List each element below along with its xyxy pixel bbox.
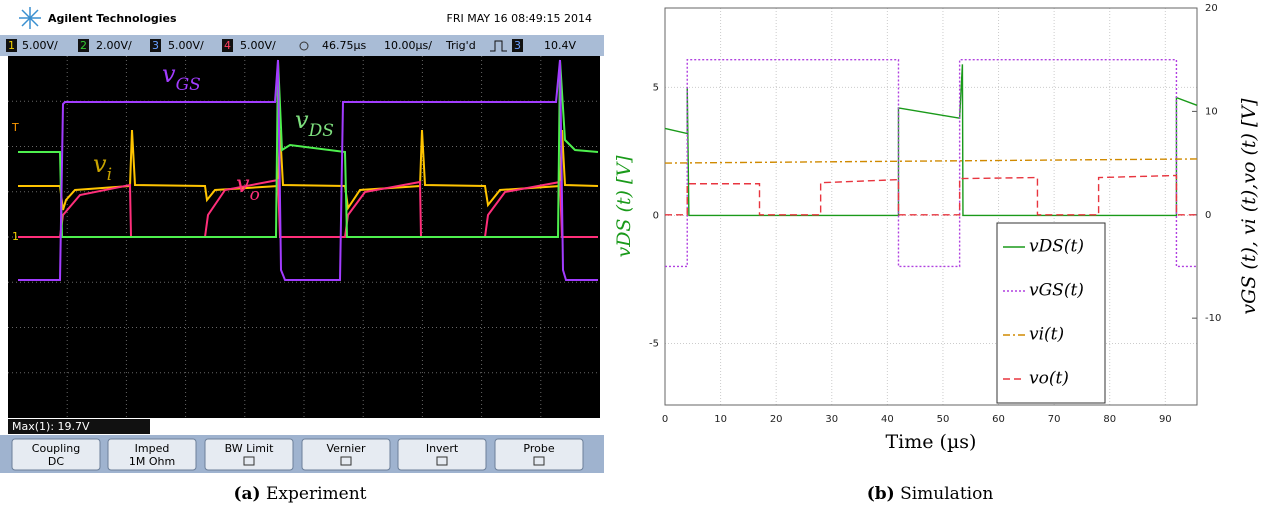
trigger-channel: 3 — [514, 39, 521, 52]
delay: 46.75µs — [322, 39, 366, 52]
page: Agilent Technologies FRI MAY 16 08:49:15… — [0, 0, 1275, 516]
trigger-level: 10.4V — [544, 39, 576, 52]
measurement: Max(1): 19.7V — [12, 420, 90, 433]
timestamp: FRI MAY 16 08:49:15 2014 — [447, 12, 592, 25]
label-main: v — [162, 60, 176, 88]
ground-marker: 1 — [12, 230, 19, 243]
softkey-value: DC — [48, 455, 64, 468]
trigger: Trig'd — [445, 39, 476, 52]
y2-tick-label: 10 — [1205, 106, 1218, 117]
ch-scale: 5.00V/ — [240, 39, 276, 52]
label-sub: DS — [308, 121, 334, 141]
label-sub: i — [107, 165, 112, 185]
x-tick-label: 90 — [1159, 414, 1172, 425]
caption-text: Simulation — [900, 484, 993, 504]
ch-number: 2 — [80, 39, 87, 52]
caption: (a) Experiment — [234, 484, 367, 504]
x-tick-label: 40 — [881, 414, 894, 425]
caption-tag: (a) — [234, 484, 261, 504]
caption-text: Experiment — [266, 484, 367, 504]
x-tick-label: 0 — [662, 414, 668, 425]
softkey-label: BW Limit — [225, 442, 274, 455]
ch-number: 1 — [8, 39, 15, 52]
softkey-value: 1M Ohm — [129, 455, 175, 468]
legend-label: vGS(t) — [1029, 281, 1084, 301]
caption-tag: (b) — [867, 484, 895, 504]
label-main: v — [295, 106, 309, 134]
legend-label: vDS(t) — [1029, 237, 1084, 257]
x-axis-label: Time (µs) — [886, 431, 977, 453]
figure: Agilent Technologies FRI MAY 16 08:49:15… — [0, 0, 1275, 516]
legend-label: vi(t) — [1029, 325, 1064, 345]
softkey-label: Probe — [523, 442, 554, 455]
legend-label: vo(t) — [1029, 369, 1069, 389]
y2-tick-label: 20 — [1205, 3, 1218, 14]
plot-area — [665, 8, 1197, 405]
label-main: v — [236, 170, 250, 198]
label-main: v — [93, 150, 107, 178]
x-tick-label: 10 — [714, 414, 727, 425]
caption: (b) Simulation — [867, 484, 994, 504]
y2-tick-label: -10 — [1205, 313, 1221, 324]
softkey-label: Imped — [135, 442, 170, 455]
x-tick-label: 60 — [992, 414, 1005, 425]
y2-tick-label: 0 — [1205, 210, 1211, 221]
y-tick-label: 5 — [653, 82, 659, 93]
brand: Agilent Technologies — [48, 12, 177, 25]
softkey-label: Coupling — [32, 442, 80, 455]
ch-number: 3 — [152, 39, 159, 52]
timebase: 10.00µs/ — [384, 39, 432, 52]
simulation-chart: 0 10 20 30 40 50 60 70 80 90 -5 0 5 -10 0 10 20 Time (µs)… — [613, 3, 1260, 453]
x-tick-label: 80 — [1103, 414, 1116, 425]
label-sub: GS — [176, 75, 201, 95]
trigger-marker: T — [11, 121, 19, 134]
oscilloscope: Agilent Technologies FRI MAY 16 08:49:15… — [0, 0, 604, 476]
logo — [19, 7, 41, 29]
x-tick-label: 20 — [770, 414, 783, 425]
x-tick-label: 30 — [825, 414, 838, 425]
ch-scale: 5.00V/ — [168, 39, 204, 52]
y-tick-label: -5 — [649, 339, 659, 350]
ch-scale: 5.00V/ — [22, 39, 58, 52]
y-tick-label: 0 — [653, 210, 659, 221]
y-axis-label: vDS (t) [V] — [613, 155, 635, 258]
ch-number: 4 — [224, 39, 231, 52]
ch-scale: 2.00V/ — [96, 39, 132, 52]
label-sub: o — [250, 185, 260, 205]
x-tick-label: 70 — [1048, 414, 1061, 425]
x-tick-label: 50 — [937, 414, 950, 425]
softkey-label: Invert — [426, 442, 459, 455]
softkey-label: Vernier — [326, 442, 366, 455]
y2-axis-label: vGS (t), vi (t),vo (t) [V] — [1238, 98, 1260, 315]
